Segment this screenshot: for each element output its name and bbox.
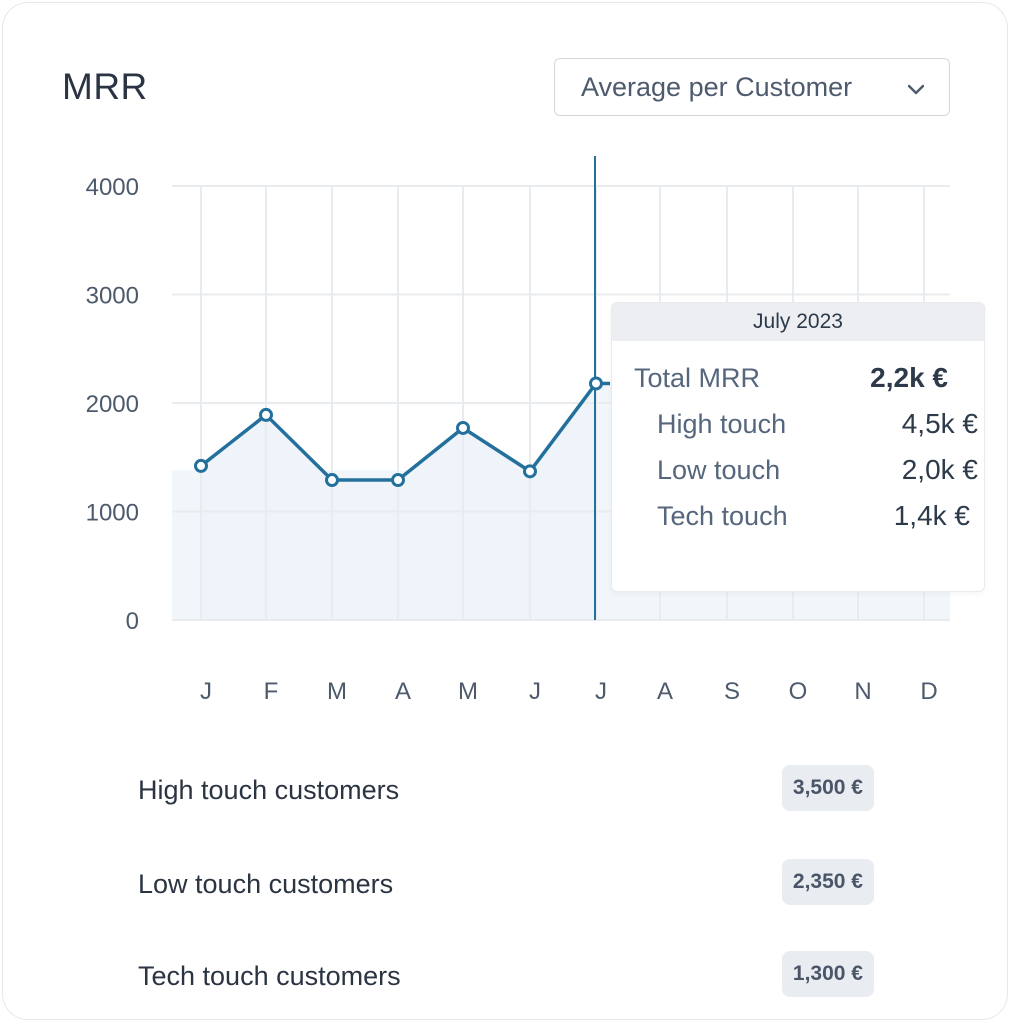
segment-row-tech-touch: Tech touch customers 1,300 € [138,951,874,1003]
chevron-down-icon [907,72,925,103]
x-tick-label: O [789,678,808,705]
x-tick-label: A [395,678,411,705]
segment-label: High touch customers [138,775,400,805]
tooltip-row-label: Tech touch [657,501,788,531]
y-tick-label: 4000 [86,174,139,201]
x-tick-label: M [458,678,478,705]
x-tick-label: F [264,678,279,705]
x-tick-label: J [595,678,607,705]
segment-row-low-touch: Low touch customers 2,350 € [138,859,874,911]
x-tick-label: S [724,678,740,705]
x-tick-label: D [920,678,937,705]
chart-tooltip: July 2023 Total MRR 2,2k € High touch 4,… [611,302,985,592]
tooltip-row-label: High touch [657,409,787,439]
segment-label: Low touch customers [138,869,394,899]
x-tick-label: J [529,678,541,705]
segment-row-high-touch: High touch customers 3,500 € [138,765,874,817]
data-point [391,473,405,488]
segment-value-badge: 3,500 € [781,765,874,811]
metric-dropdown[interactable]: Average per Customer [554,58,950,116]
data-point [589,376,603,391]
segment-value-badge: 1,300 € [781,951,874,997]
x-tick-label: M [327,678,347,705]
data-point [523,464,537,479]
card-title: MRR [62,66,148,107]
segment-label: Tech touch customers [138,961,401,991]
tooltip-row-value: 4,5k € [901,408,978,439]
y-tick-label: 0 [126,608,139,635]
tooltip-row-value: 2,0k € [901,454,978,485]
data-point [259,407,273,422]
dropdown-label: Average per Customer [581,71,853,102]
x-tick-label: A [657,678,673,705]
y-tick-label: 2000 [86,391,139,418]
y-tick-label: 3000 [86,283,139,310]
data-point [456,420,470,435]
y-tick-label: 1000 [86,500,139,527]
x-tick-label: J [200,678,212,705]
x-tick-label: N [854,678,871,705]
data-point [194,458,208,473]
segment-value-badge: 2,350 € [781,859,874,905]
tooltip-row-value: 1,4k € [893,500,970,531]
tooltip-row-label: Low touch [657,455,781,485]
tooltip-total-label: Total MRR [634,363,761,393]
tooltip-header: July 2023 [612,303,984,341]
data-point [325,473,339,488]
tooltip-total-value: 2,2k € [870,362,948,393]
